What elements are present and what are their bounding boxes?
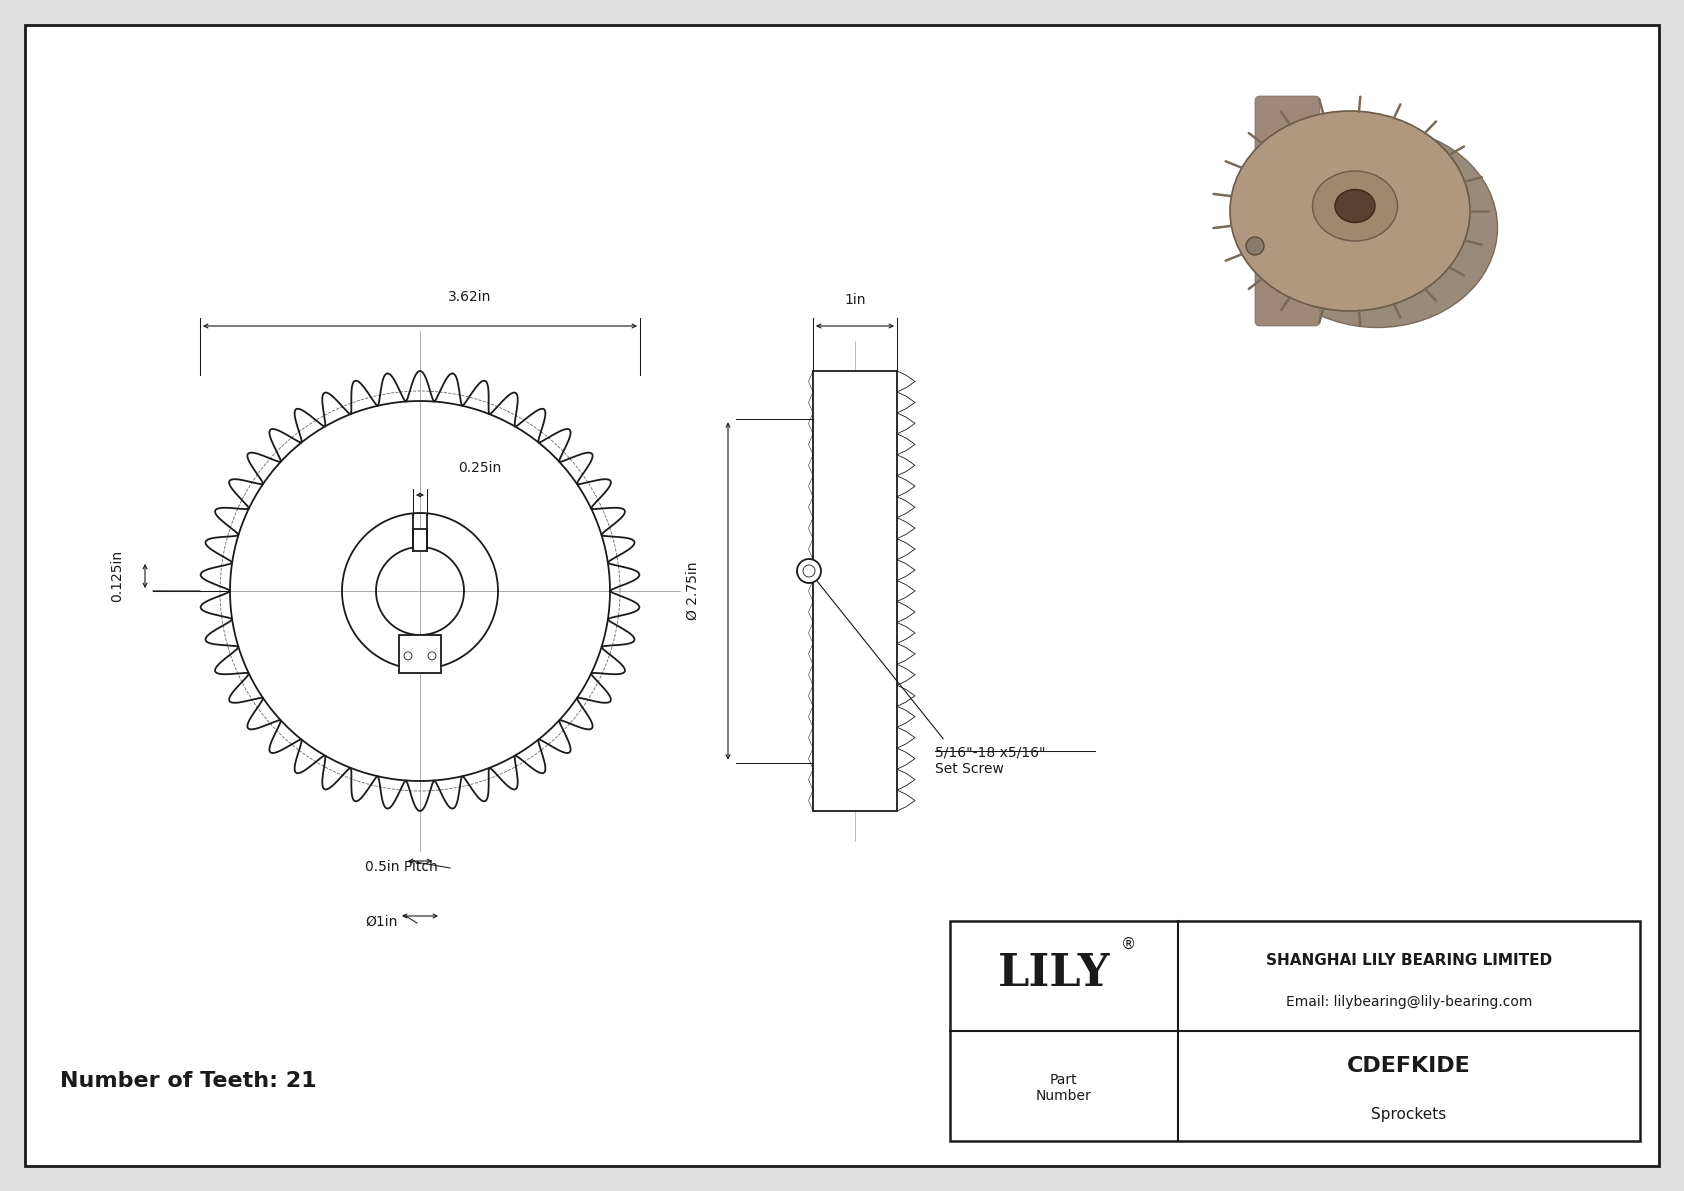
Text: 0.125in: 0.125in [109,550,125,603]
Text: CDEFKIDE: CDEFKIDE [1347,1056,1470,1077]
Text: Email: lilybearing@lily-bearing.com: Email: lilybearing@lily-bearing.com [1285,996,1532,1010]
Ellipse shape [1229,111,1470,311]
Ellipse shape [1335,189,1376,223]
Bar [950,921,1640,1141]
Text: Ø 2.75in: Ø 2.75in [685,562,701,621]
Text: 0.5in Pitch: 0.5in Pitch [365,860,438,874]
Bar [413,529,428,551]
Text: Number of Teeth: 21: Number of Teeth: 21 [61,1071,317,1091]
Circle shape [797,559,822,584]
Circle shape [1246,237,1265,255]
Text: ®: ® [1122,936,1137,952]
FancyBboxPatch shape [1255,96,1320,326]
Text: Ø1in: Ø1in [365,915,397,929]
Bar [399,635,441,673]
Ellipse shape [1312,172,1398,241]
Ellipse shape [1258,127,1497,328]
Bar [813,372,898,811]
Text: 1in: 1in [844,293,866,307]
Text: Part
Number: Part Number [1036,1073,1091,1103]
Text: LILY: LILY [997,953,1110,996]
Text: Sprockets: Sprockets [1371,1108,1447,1122]
Text: 3.62in: 3.62in [448,289,492,304]
Circle shape [803,565,815,576]
Text: 0.25in: 0.25in [458,461,502,475]
Text: 5/16"-18 x5/16"
Set Screw: 5/16"-18 x5/16" Set Screw [935,746,1046,777]
Circle shape [428,651,436,660]
Circle shape [404,651,413,660]
Text: SHANGHAI LILY BEARING LIMITED: SHANGHAI LILY BEARING LIMITED [1266,953,1553,968]
